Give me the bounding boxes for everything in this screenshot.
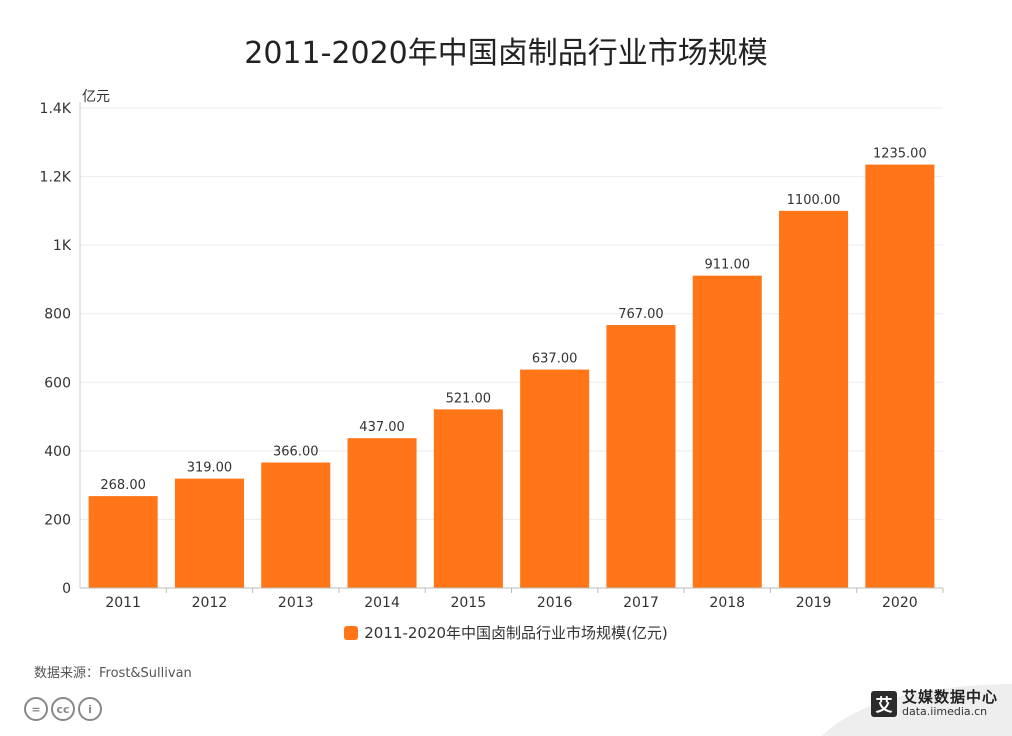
license-icons: = cc i <box>24 697 102 721</box>
x-tick-label: 2017 <box>623 595 659 611</box>
x-tick-label: 2019 <box>796 595 832 611</box>
bar <box>692 275 762 588</box>
x-tick-label: 2015 <box>451 595 487 611</box>
legend[interactable]: 2011-2020年中国卤制品行业市场规模(亿元) <box>0 622 1012 643</box>
bar-value-label: 1100.00 <box>787 193 841 208</box>
y-tick-label: 600 <box>44 375 71 391</box>
chart-title: 2011-2020年中国卤制品行业市场规模 <box>244 36 768 71</box>
bar <box>779 210 849 588</box>
bar <box>520 369 590 588</box>
bar <box>865 164 935 589</box>
x-tick-label: 2018 <box>709 595 745 611</box>
license-cc-icon: cc <box>51 697 75 721</box>
bar-value-label: 637.00 <box>532 352 578 367</box>
y-tick-label: 1.2K <box>40 170 72 186</box>
bar <box>88 496 158 588</box>
brand: 艾 艾媒数据中心 data.iimedia.cn <box>870 688 998 718</box>
x-tick-label: 2014 <box>364 595 400 611</box>
bar <box>261 462 331 588</box>
license-nd-icon: = <box>24 697 48 721</box>
bar-value-label: 767.00 <box>618 307 664 322</box>
y-tick-label: 0 <box>62 581 71 597</box>
x-tick-label: 2013 <box>278 595 314 611</box>
bar-value-label: 319.00 <box>187 461 233 476</box>
x-tick-label: 2020 <box>882 595 918 611</box>
legend-swatch <box>344 625 359 640</box>
bar <box>433 409 503 588</box>
bar-value-label: 911.00 <box>705 258 751 273</box>
brand-url: data.iimedia.cn <box>901 704 988 718</box>
bar <box>174 478 244 588</box>
x-tick-label: 2012 <box>192 595 228 611</box>
bar-value-label: 1235.00 <box>873 147 927 162</box>
y-tick-label: 800 <box>44 307 71 323</box>
bar-value-label: 268.00 <box>100 478 146 493</box>
x-tick-label: 2011 <box>105 595 141 611</box>
license-by-icon: i <box>78 697 102 721</box>
brand-logo-icon: 艾 <box>870 690 897 717</box>
bar <box>606 325 676 588</box>
y-tick-label: 400 <box>44 444 71 460</box>
bar <box>347 438 417 588</box>
y-tick-label: 200 <box>44 512 71 528</box>
brand-background <box>822 684 1012 736</box>
legend-label: 2011-2020年中国卤制品行业市场规模(亿元) <box>364 624 668 642</box>
x-tick-label: 2016 <box>537 595 573 611</box>
y-tick-label: 1K <box>53 238 72 254</box>
brand-name: 艾媒数据中心 <box>901 688 998 706</box>
bar-chart: 0 200 400 600 800 1K 1.2K 1.4K 亿元 268.00 2011 319.0… <box>40 89 944 611</box>
y-tick-label: 1.4K <box>40 101 72 117</box>
bar-value-label: 437.00 <box>359 420 405 435</box>
bar-value-label: 521.00 <box>446 391 492 406</box>
y-unit-label: 亿元 <box>82 89 110 105</box>
data-source: 数据来源：Frost&Sullivan <box>34 666 192 681</box>
bar-value-label: 366.00 <box>273 445 319 460</box>
